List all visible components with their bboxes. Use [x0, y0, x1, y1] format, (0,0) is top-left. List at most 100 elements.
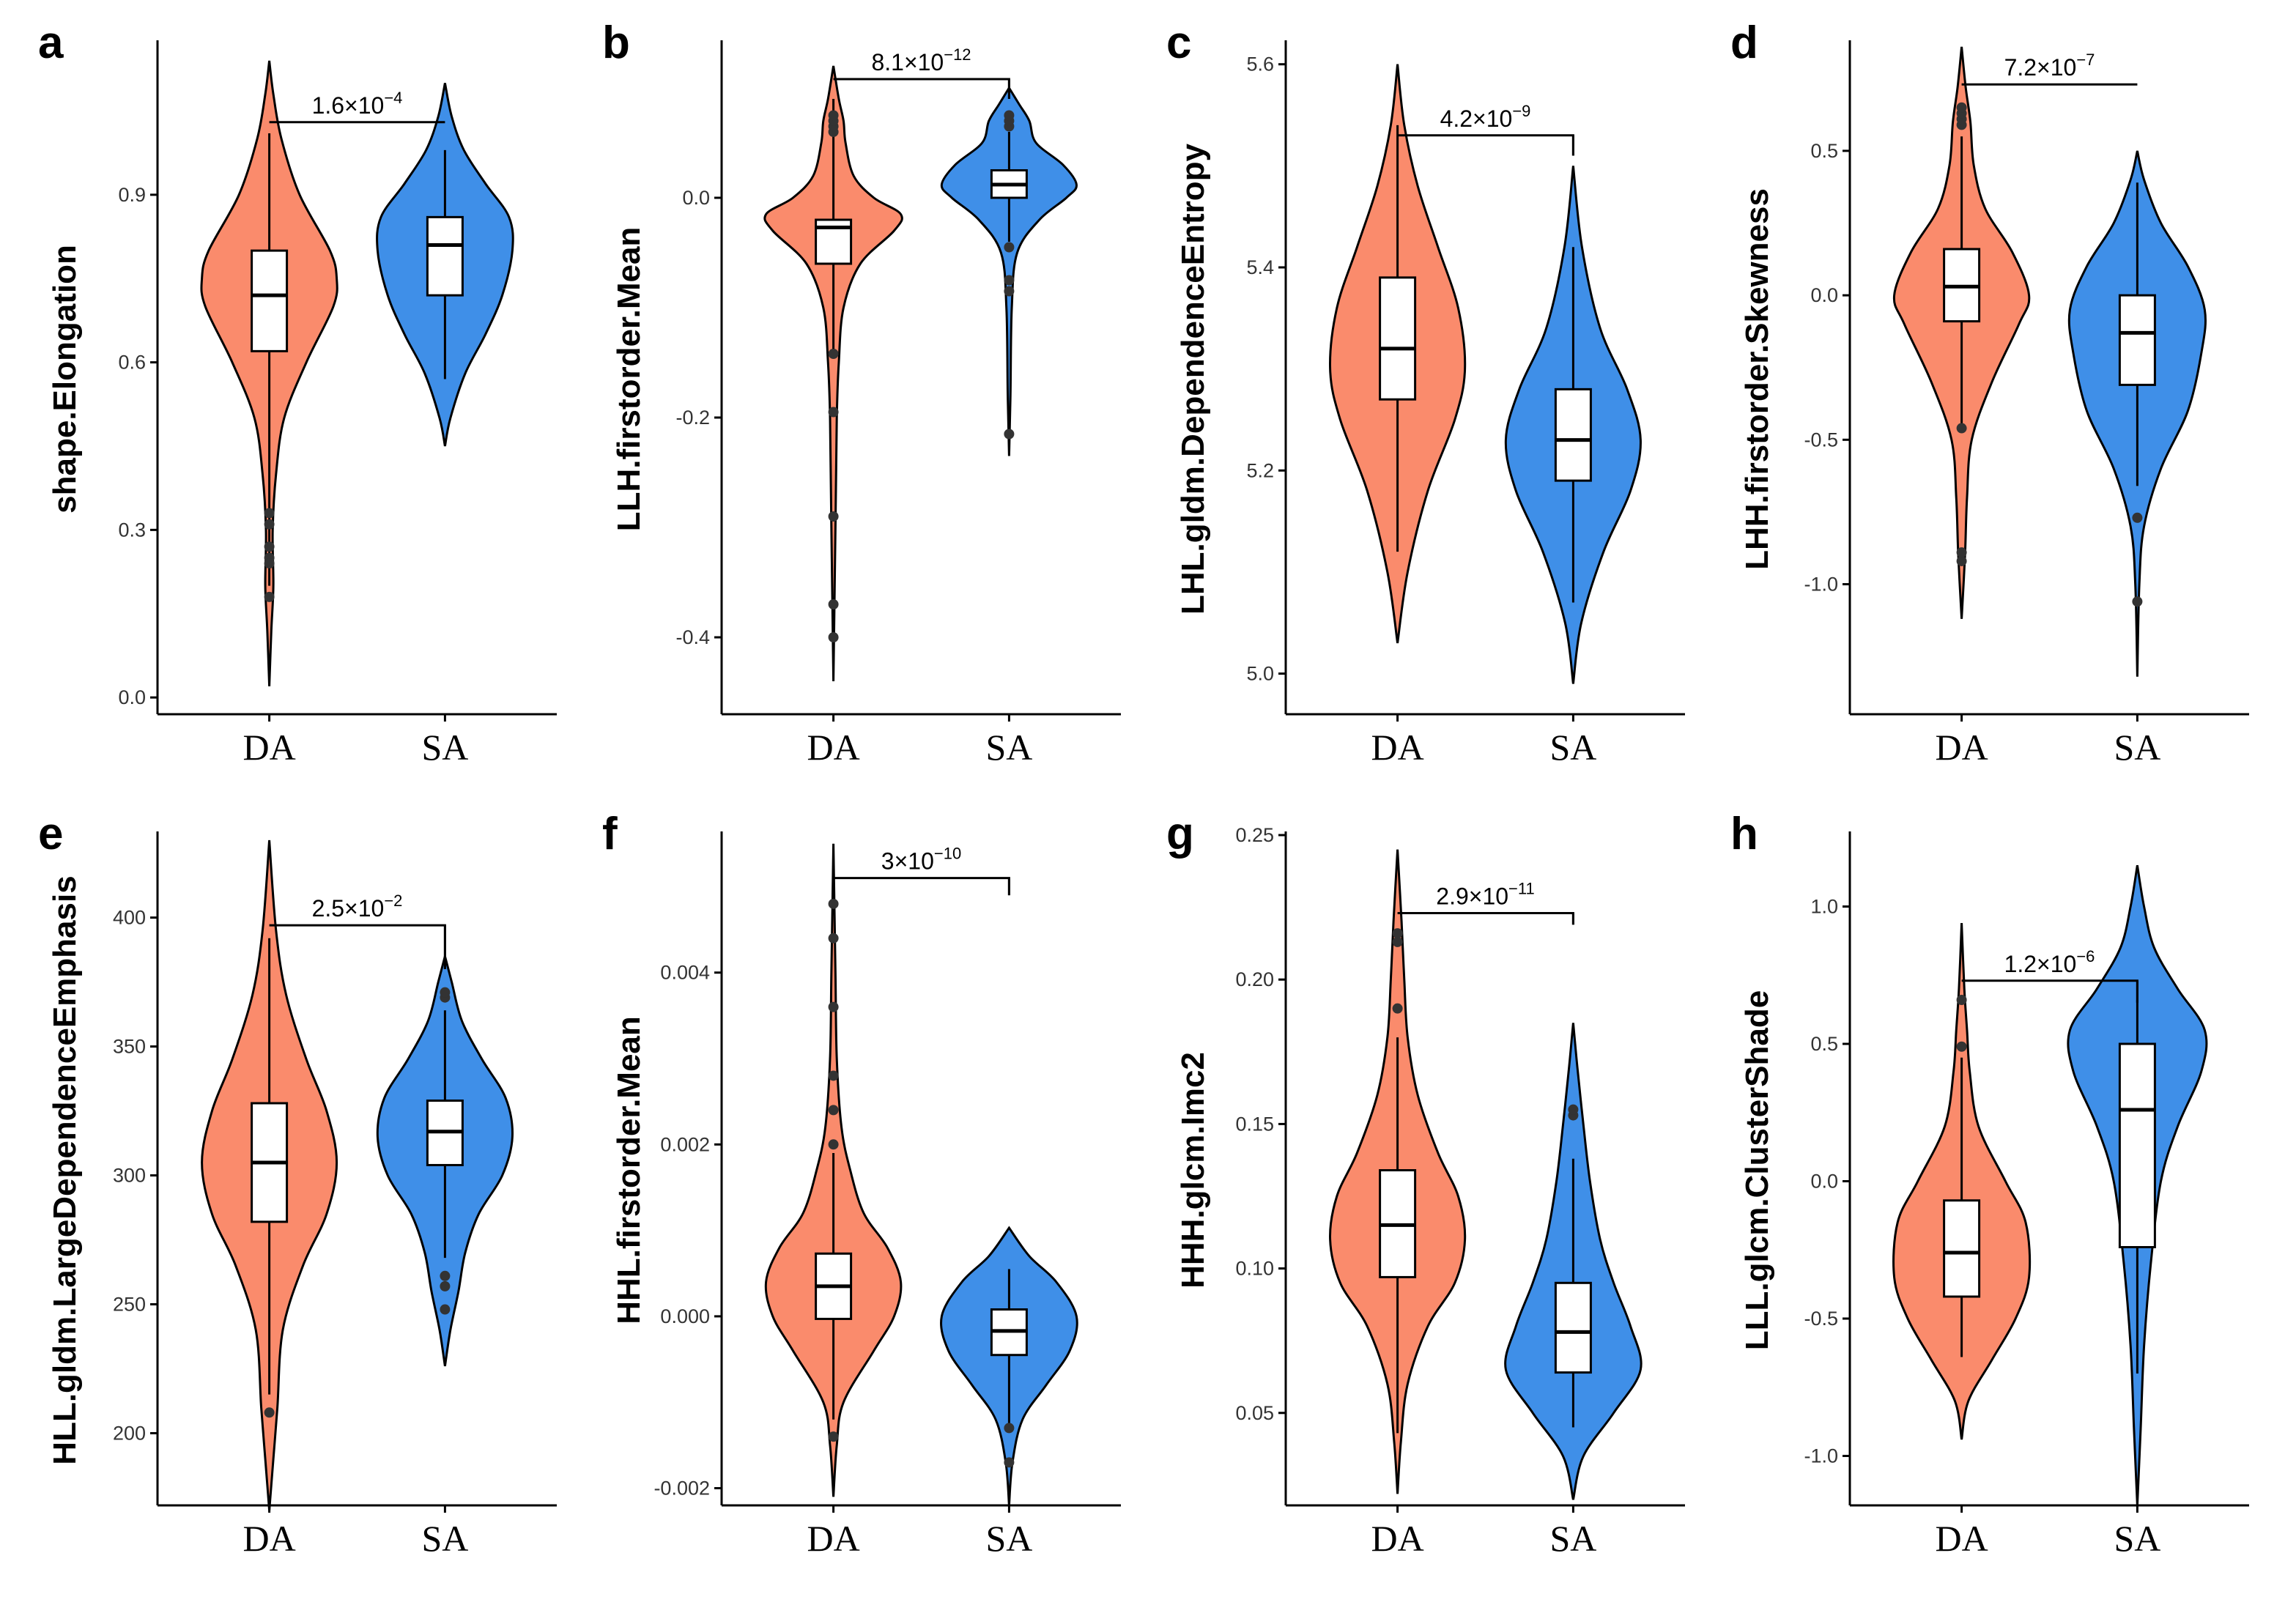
y-tick-label: 350	[113, 1036, 146, 1058]
outlier-point	[1004, 286, 1015, 297]
panel-h: h -1.0 -0.5 0.0 0.5 1.0 DA SA LLL.glcm.ClusterSh…	[1692, 791, 2264, 1590]
outlier-point	[1392, 928, 1403, 939]
significance-bracket	[1397, 911, 1574, 925]
y-axis-label: HLL.gldm.LargeDependenceEmphasis	[47, 875, 83, 1464]
y-tick-label: -0.002	[653, 1478, 710, 1500]
panel-letter: h	[1730, 809, 1758, 859]
y-tick-label: 0.3	[118, 519, 146, 541]
violin-plot: -0.002 0.000 0.002 0.004 DA SA HHL.firstorder.…	[611, 831, 1121, 1559]
y-tick-label: 0.20	[1235, 968, 1274, 990]
y-tick-label: 400	[113, 907, 146, 929]
p-value-label: 2.5×10−2	[312, 892, 403, 922]
y-tick-label: 0.6	[118, 352, 146, 374]
x-tick-label-DA: DA	[807, 727, 859, 768]
y-tick-label: 0.004	[660, 962, 710, 984]
violin-SA	[376, 83, 514, 447]
panel-b: b -0.4 -0.2 0.0 DA SA LLH.firstorder.Mean 8.1×1…	[564, 0, 1136, 798]
outlier-point	[828, 898, 839, 909]
y-tick-label: 5.0	[1246, 663, 1274, 685]
y-tick-label: 5.2	[1246, 459, 1274, 481]
y-tick-label: 5.6	[1246, 53, 1274, 75]
panel-letter: g	[1166, 809, 1194, 859]
outlier-point	[1956, 423, 1967, 434]
violin-SA	[1504, 166, 1642, 684]
outlier-point	[828, 1431, 839, 1442]
outlier-point	[1956, 995, 1967, 1005]
y-axis-label: HHL.firstorder.Mean	[611, 1016, 647, 1324]
outlier-point	[264, 508, 275, 519]
box-iqr-SA	[2118, 1042, 2156, 1248]
outlier-point	[440, 1304, 451, 1315]
box-iqr-DA	[1943, 1199, 1981, 1298]
violin-DA	[763, 65, 903, 682]
y-axis-label: shape.Elongation	[47, 245, 83, 514]
y-tick-label: -0.2	[675, 407, 710, 429]
violin-SA	[376, 952, 514, 1367]
outlier-point	[828, 1105, 839, 1116]
outlier-point	[828, 1139, 839, 1150]
violin-body-DA	[763, 65, 903, 682]
y-tick-label: 0.05	[1235, 1402, 1274, 1424]
box-iqr-SA	[2118, 294, 2156, 386]
outlier-point	[1004, 275, 1015, 286]
outlier-point	[1392, 1003, 1403, 1014]
x-tick-label-SA: SA	[985, 1518, 1032, 1559]
y-tick-label: 0.15	[1235, 1113, 1274, 1135]
violin-DA	[201, 839, 338, 1511]
p-value-label: 8.1×10−12	[871, 45, 971, 75]
box-iqr-SA	[1554, 1281, 1592, 1374]
y-axis-label: LLH.firstorder.Mean	[611, 227, 647, 532]
p-value-label: 1.2×10−6	[2004, 947, 2095, 977]
panel-a: a 0.0 0.3 0.6 0.9 DA SA shape.Elongation 1.6×10−…	[0, 0, 571, 798]
y-tick-label: 0.000	[660, 1305, 710, 1327]
x-tick-label-SA: SA	[2114, 727, 2160, 768]
significance-bracket	[833, 877, 1010, 896]
outlier-point	[440, 1270, 451, 1281]
outlier-point	[1956, 1041, 1967, 1052]
y-tick-label: 0.0	[118, 686, 146, 708]
p-value-label: 2.9×10−11	[1436, 879, 1534, 909]
outlier-point	[828, 1001, 839, 1012]
outlier-point	[440, 987, 451, 998]
outlier-point	[2132, 512, 2143, 523]
outlier-point	[1004, 429, 1015, 440]
outlier-point	[1568, 1104, 1579, 1115]
y-tick-label: 300	[113, 1165, 146, 1187]
outlier-point	[1956, 547, 1967, 558]
y-axis-label: LHH.firstorder.Skewness	[1739, 188, 1775, 570]
violin-DA	[1329, 64, 1467, 644]
x-tick-label-DA: DA	[807, 1518, 859, 1559]
y-tick-label: 0.0	[1810, 1171, 1838, 1193]
x-tick-label-DA: DA	[1371, 1518, 1423, 1559]
box-iqr-DA	[1379, 276, 1417, 401]
y-tick-label: -0.5	[1804, 429, 1838, 451]
x-tick-label-SA: SA	[2114, 1518, 2160, 1559]
outlier-point	[828, 599, 839, 609]
outlier-point	[828, 407, 839, 418]
x-tick-label-SA: SA	[421, 727, 468, 768]
violin-SA	[2067, 150, 2207, 677]
violin-SA	[1504, 1023, 1643, 1500]
y-axis-label: LHL.gldm.DependenceEntropy	[1175, 144, 1211, 615]
y-tick-label: 0.002	[660, 1133, 710, 1155]
p-value-label: 4.2×10−9	[1440, 102, 1531, 132]
violin-plot: 200 250 300 350 400 DA SA HLL.gldm.LargeDepende…	[47, 831, 557, 1559]
outlier-point	[264, 541, 275, 552]
y-tick-label: 0.10	[1235, 1258, 1274, 1280]
p-value-label: 1.6×10−4	[312, 89, 403, 119]
y-tick-label: -1.0	[1804, 574, 1838, 596]
outlier-point	[1956, 102, 1967, 113]
box-iqr-SA	[1554, 388, 1592, 482]
y-tick-label: -0.5	[1804, 1308, 1838, 1330]
outlier-point	[264, 591, 275, 602]
x-tick-label-DA: DA	[242, 1518, 295, 1559]
significance-bracket	[833, 78, 1010, 99]
y-tick-label: 1.0	[1810, 896, 1838, 918]
y-tick-label: 0.5	[1810, 140, 1838, 162]
x-tick-label-DA: DA	[242, 727, 295, 768]
x-tick-label-DA: DA	[1935, 1518, 1988, 1559]
p-value-label: 3×10−10	[881, 845, 961, 875]
outlier-point	[1004, 1423, 1015, 1434]
y-tick-label: 0.9	[118, 184, 146, 206]
y-axis-label: HHH.glcm.Imc2	[1175, 1052, 1211, 1289]
